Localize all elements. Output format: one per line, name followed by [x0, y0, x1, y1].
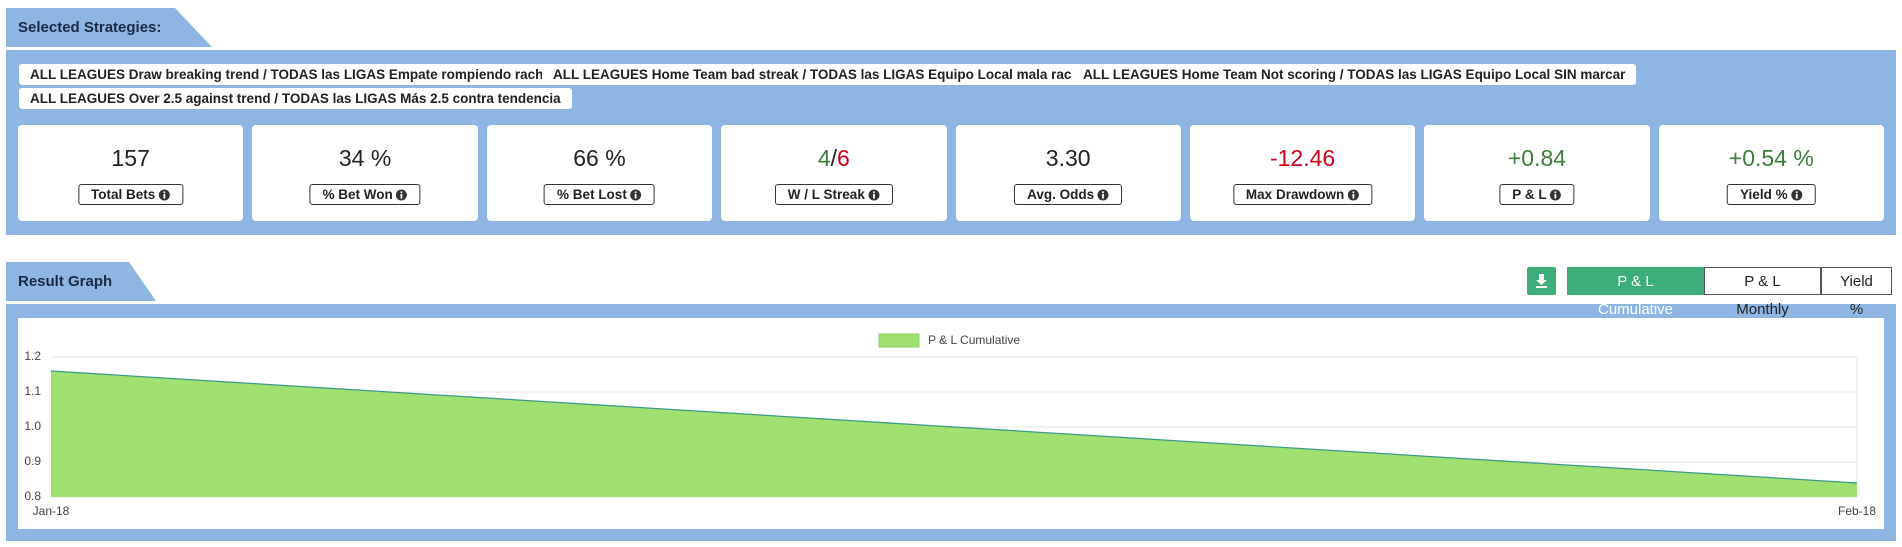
y-tick-label: 1.0: [24, 419, 41, 433]
stat-label: Total Bets: [78, 184, 184, 205]
info-icon: [1347, 189, 1359, 200]
stat-losses: 6: [837, 145, 850, 171]
y-tick-label: 0.8: [24, 489, 41, 503]
stat-label-text: Yield %: [1740, 187, 1788, 202]
info-icon: [158, 189, 170, 200]
y-tick-label: 1.2: [24, 349, 41, 363]
stat-label: Avg. Odds: [1014, 184, 1123, 205]
info-icon: [1550, 189, 1562, 200]
graph-button[interactable]: P & L Monthly: [1704, 267, 1821, 318]
stat-wins: 4: [817, 145, 831, 171]
info-icon: [1097, 189, 1109, 200]
line: [50, 370, 1858, 484]
stat-value: 3.30: [1045, 145, 1091, 171]
section-title: Selected Strategies:: [18, 19, 162, 36]
stat-label: % Bet Won: [309, 184, 421, 205]
strategy-tag: ALL LEAGUES Over 2.5 against trend / TOD…: [19, 88, 572, 109]
stat-card: +0.84 P & L: [1424, 125, 1650, 221]
stat-value: 4/6: [721, 145, 946, 172]
stat-value: 157: [111, 145, 150, 171]
stat-label-text: Avg. Odds: [1027, 187, 1095, 202]
strategy-tag: ALL LEAGUES Home Team bad streak / TODAS…: [542, 64, 1099, 85]
stat-card: 34 % % Bet Won: [252, 125, 478, 221]
legend-swatch: [878, 333, 920, 348]
legend-label: P & L Cumulative: [928, 333, 1020, 347]
stat-card: -12.46 Max Drawdown: [1189, 125, 1416, 221]
stat-label-text: Max Drawdown: [1245, 187, 1345, 202]
stat-value: 66 %: [573, 145, 626, 171]
chart: 0.8 0.9 1.0 1.1 1.2 Jan-18 Feb-18 P & L Cumulat…: [24, 333, 1876, 518]
stat-value: +0.84: [1507, 145, 1567, 171]
stat-label-text: P & L: [1512, 187, 1547, 202]
x-tick-label: Feb-18: [1838, 504, 1876, 518]
graph-button[interactable]: Yield %: [1821, 267, 1892, 318]
stat-card: 66 % % Bet Lost: [486, 125, 713, 221]
strategy-tag: ALL LEAGUES Home Team Not scoring / TODA…: [1072, 64, 1637, 85]
strategy-tag: ALL LEAGUES Draw breaking trend / TODAS …: [19, 64, 562, 85]
stat-label-text: Total Bets: [91, 187, 156, 202]
stat-value: 34 %: [338, 145, 392, 171]
stat-label: % Bet Lost: [544, 184, 655, 205]
info-icon: [1791, 189, 1803, 200]
info-icon: [396, 189, 408, 200]
stat-label: W / L Streak: [774, 184, 893, 205]
info-icon: [630, 189, 642, 200]
section-tab: Result Graph: [6, 262, 156, 301]
stat-value: -12.46: [1269, 145, 1336, 171]
stat-label: P & L: [1499, 184, 1575, 205]
stat-label: Yield %: [1727, 184, 1816, 205]
x-tick-label: Jan-18: [33, 504, 70, 518]
info-icon: [868, 189, 880, 200]
stat-card: +0.54 % Yield %: [1658, 125, 1884, 221]
area: [51, 371, 1857, 497]
stat-label-text: % Bet Won: [322, 187, 393, 202]
graph-button[interactable]: P & L Cumulative: [1567, 267, 1704, 318]
download-icon: [1536, 274, 1547, 288]
stat-separator: /: [830, 145, 837, 171]
download-button[interactable]: [1527, 267, 1556, 295]
stat-value: +0.54 %: [1728, 145, 1814, 171]
stat-card: 4/6 W / L Streak: [721, 125, 947, 221]
y-tick-label: 1.1: [24, 384, 41, 398]
stat-label: Max Drawdown: [1232, 184, 1373, 205]
stat-card: 157 Total Bets: [18, 125, 244, 221]
section-title: Result Graph: [18, 273, 113, 290]
stat-label-text: W / L Streak: [787, 187, 865, 202]
section-tab: Selected Strategies:: [6, 8, 212, 47]
y-tick-label: 0.9: [24, 454, 41, 468]
stat-label-text: % Bet Lost: [557, 187, 627, 202]
stat-card: 3.30 Avg. Odds: [955, 125, 1181, 221]
